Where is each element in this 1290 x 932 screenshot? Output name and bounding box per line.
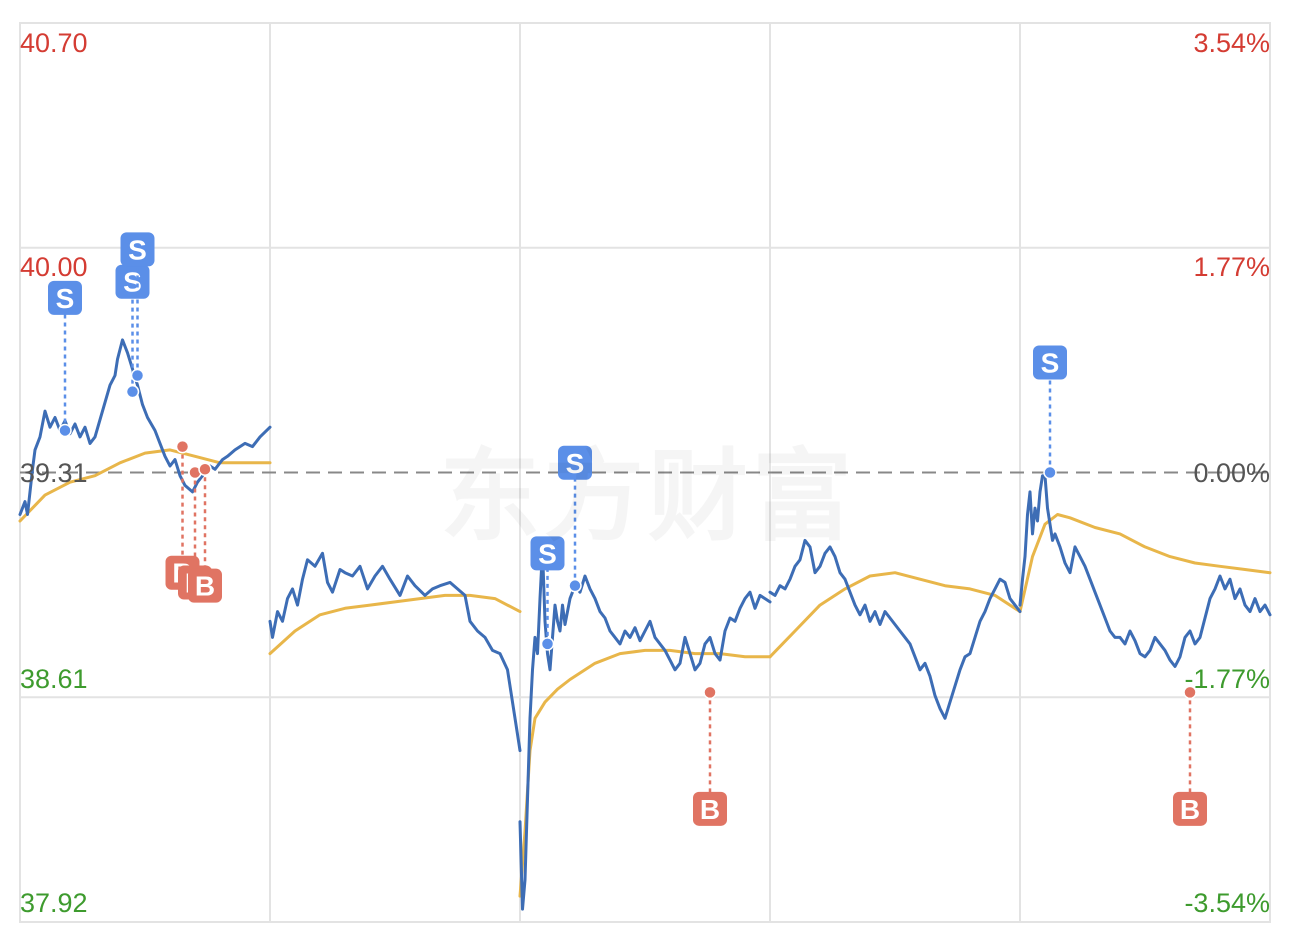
avg-line-day-4: [768, 571, 1022, 659]
marker-s-7: S: [530, 536, 565, 651]
marker-tag: [693, 791, 727, 826]
marker-tag-letter: S: [56, 283, 75, 314]
y-right-label-zero: 0.00%: [1193, 458, 1270, 488]
price-line-day-4: [768, 538, 1022, 720]
marker-tag-letter: S: [538, 538, 557, 569]
y-right-label-bottom: -3.54%: [1184, 888, 1270, 918]
y-left-label-top: 40.70: [20, 28, 88, 58]
trade-markers: SSSBBBSSBSB: [48, 232, 1207, 826]
average-price-line: [18, 448, 1272, 898]
avg-line-day-3: [518, 648, 772, 898]
grid: [19, 22, 1271, 923]
marker-dot: [175, 439, 190, 454]
marker-tag-letter: B: [195, 571, 215, 602]
marker-tag-letter: S: [123, 267, 142, 298]
marker-dot: [568, 578, 582, 593]
marker-s-3: S: [120, 232, 155, 383]
avg-line-day-5: [1018, 513, 1272, 614]
price-line-day-1: [18, 338, 272, 516]
y-right-label-lower: -1.77%: [1184, 664, 1270, 694]
y-left-label-lower: 38.61: [20, 664, 88, 694]
marker-dot: [130, 368, 145, 383]
marker-tag: [48, 280, 82, 315]
marker-s-10: S: [1033, 345, 1067, 480]
y-left-label-upper: 40.00: [20, 252, 88, 282]
marker-tag: [115, 264, 150, 299]
marker-s-8: S: [558, 445, 592, 593]
marker-tag-letter: S: [1041, 348, 1060, 379]
y-right-label-upper: 1.77%: [1193, 252, 1270, 282]
marker-tag-letter: S: [566, 448, 585, 479]
price-line: [18, 338, 1272, 911]
marker-dot: [540, 637, 555, 651]
marker-dot: [703, 685, 717, 700]
price-line-day-3: [518, 548, 772, 911]
marker-s-1: S: [48, 280, 82, 438]
marker-tag-letter: S: [128, 234, 147, 265]
watermark-text: 东方财富: [440, 415, 856, 560]
marker-dot: [58, 423, 72, 438]
marker-dot: [125, 384, 140, 399]
marker-dot: [1183, 685, 1197, 700]
marker-b-6: B: [188, 462, 222, 603]
marker-tag: [558, 445, 592, 480]
marker-dot: [198, 462, 212, 477]
marker-tag: [1033, 345, 1067, 380]
marker-tag: [120, 232, 155, 267]
marker-dot: [1043, 465, 1057, 480]
marker-tag: [1173, 791, 1207, 826]
y-left-label-prev-close: 39.31: [20, 458, 88, 488]
y-left-label-bottom: 37.92: [20, 888, 88, 918]
price-line-day-2: [268, 551, 522, 753]
avg-line-day-1: [18, 448, 272, 523]
marker-b-9: B: [693, 685, 727, 826]
marker-tag: [530, 536, 565, 571]
marker-tag-letter: B: [700, 794, 720, 825]
y-right-label-top: 3.54%: [1193, 28, 1270, 58]
avg-line-day-2: [268, 593, 522, 656]
marker-tag: [188, 568, 222, 603]
marker-b-11: B: [1173, 685, 1207, 826]
marker-tag-letter: B: [1180, 794, 1200, 825]
price-line-day-5: [1018, 474, 1272, 668]
